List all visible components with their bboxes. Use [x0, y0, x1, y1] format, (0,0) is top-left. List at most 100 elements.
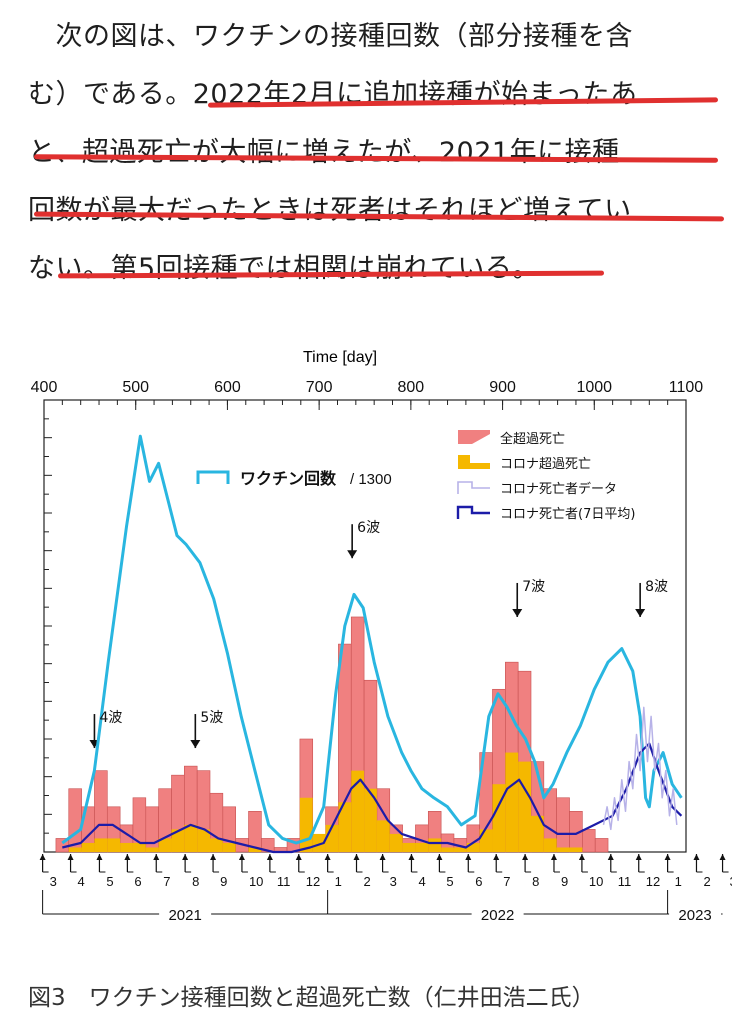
wave-label: 8波: [645, 579, 668, 595]
month-label: 10: [589, 874, 603, 889]
month-arrow: [578, 854, 585, 860]
bar: [351, 770, 365, 852]
month-label: 12: [646, 874, 660, 889]
series-line: [62, 742, 683, 854]
legend-swatch: [456, 505, 490, 519]
bar: [492, 784, 506, 852]
bar: [120, 842, 133, 852]
series-line: [61, 434, 683, 845]
year-label: 2022: [481, 907, 514, 924]
legend-label: コロナ死亡者データ: [500, 481, 617, 497]
bar: [338, 802, 352, 852]
month-label: 9: [220, 874, 227, 889]
bar: [312, 833, 326, 852]
year-label-bg: [159, 904, 212, 924]
bar: [402, 842, 416, 852]
wave-arrowhead: [512, 608, 523, 617]
month-arrow: [210, 854, 217, 860]
month-arrow: [238, 854, 245, 860]
paragraph-line: 次の図は、ワクチンの接種回数（部分接種を含: [28, 21, 633, 52]
month-label: 4: [418, 874, 425, 889]
bar: [197, 829, 211, 852]
month-label: 1: [335, 874, 342, 889]
line-series: [61, 434, 683, 854]
month-arrow: [353, 854, 360, 860]
x-tick-label: 1100: [669, 379, 704, 396]
month-arrow: [96, 854, 103, 860]
x-tick-label: 600: [214, 379, 241, 396]
bar: [531, 815, 544, 852]
figure-caption: 図3 ワクチン接種回数と超過死亡数（仁井田浩二氏）: [28, 985, 595, 1011]
bar: [543, 838, 557, 852]
bar: [415, 842, 429, 852]
series-line: [602, 706, 678, 831]
bar: [556, 797, 570, 853]
month-label: 10: [249, 874, 263, 889]
year-label: 2023: [678, 907, 711, 924]
legend-label: コロナ超過死亡: [500, 457, 591, 472]
month-arrow: [266, 854, 273, 860]
bar: [145, 847, 159, 852]
x-tick-label: 1000: [576, 379, 612, 396]
legend-label: 全超過死亡: [500, 431, 565, 447]
bar: [479, 829, 493, 852]
bar: [389, 833, 403, 852]
paragraph-line: ない。第5回接種では相関は崩れている。: [28, 253, 540, 284]
x-tick-label: 900: [489, 379, 516, 396]
x-tick-label: 700: [306, 379, 333, 396]
bar: [171, 829, 185, 852]
month-arrow: [39, 854, 46, 860]
bar: [248, 847, 262, 852]
bar: [132, 842, 146, 852]
month-arrow: [465, 854, 472, 860]
year-label: 2021: [168, 907, 201, 924]
month-arrow: [693, 854, 700, 860]
bar: [582, 829, 596, 853]
month-arrow: [324, 854, 331, 860]
year-label-bg: [669, 904, 722, 924]
wave-label: 6波: [357, 520, 380, 536]
month-arrow: [408, 854, 415, 860]
bar: [210, 838, 223, 852]
x-tick-label: 500: [122, 379, 149, 396]
month-arrow: [153, 854, 160, 860]
bar: [441, 847, 454, 852]
month-label: 2: [364, 874, 371, 889]
month-label: 3: [390, 874, 397, 889]
bar: [299, 797, 313, 852]
bar: [518, 761, 532, 852]
month-arrow: [635, 854, 642, 860]
x-tick-label: 400: [31, 379, 58, 396]
month-label: 5: [106, 874, 113, 889]
x-axis-title: Time [day]: [303, 349, 377, 366]
month-label: 3月: [730, 874, 732, 889]
month-arrow: [182, 854, 189, 860]
wave-arrowhead: [190, 740, 201, 749]
month-label: 4: [78, 874, 85, 889]
month-label: 8: [192, 874, 199, 889]
bar: [158, 838, 172, 852]
bar: [68, 847, 82, 852]
month-arrow: [550, 854, 557, 860]
bar: [94, 838, 108, 852]
chart-frame: [39, 399, 729, 924]
month-arrow: [124, 854, 131, 860]
bar: [145, 806, 159, 853]
month-label: 9: [561, 874, 568, 889]
wave-label: 4波: [99, 710, 122, 726]
month-arrow: [67, 854, 74, 860]
vaccine-legend-label: ワクチン回数: [240, 469, 337, 488]
bar: [81, 842, 95, 852]
month-arrow: [607, 854, 614, 860]
wave-label: 5波: [200, 710, 223, 726]
bar: [453, 847, 467, 852]
x-tick-label: 800: [398, 379, 425, 396]
month-label: 6: [134, 874, 141, 889]
bar: [376, 820, 390, 852]
bar: [569, 847, 583, 852]
bar: [107, 838, 121, 852]
wave-arrowhead: [347, 550, 358, 559]
paragraph-line: 回数が最大だったときは死者はそれほど増えてい: [28, 195, 632, 226]
